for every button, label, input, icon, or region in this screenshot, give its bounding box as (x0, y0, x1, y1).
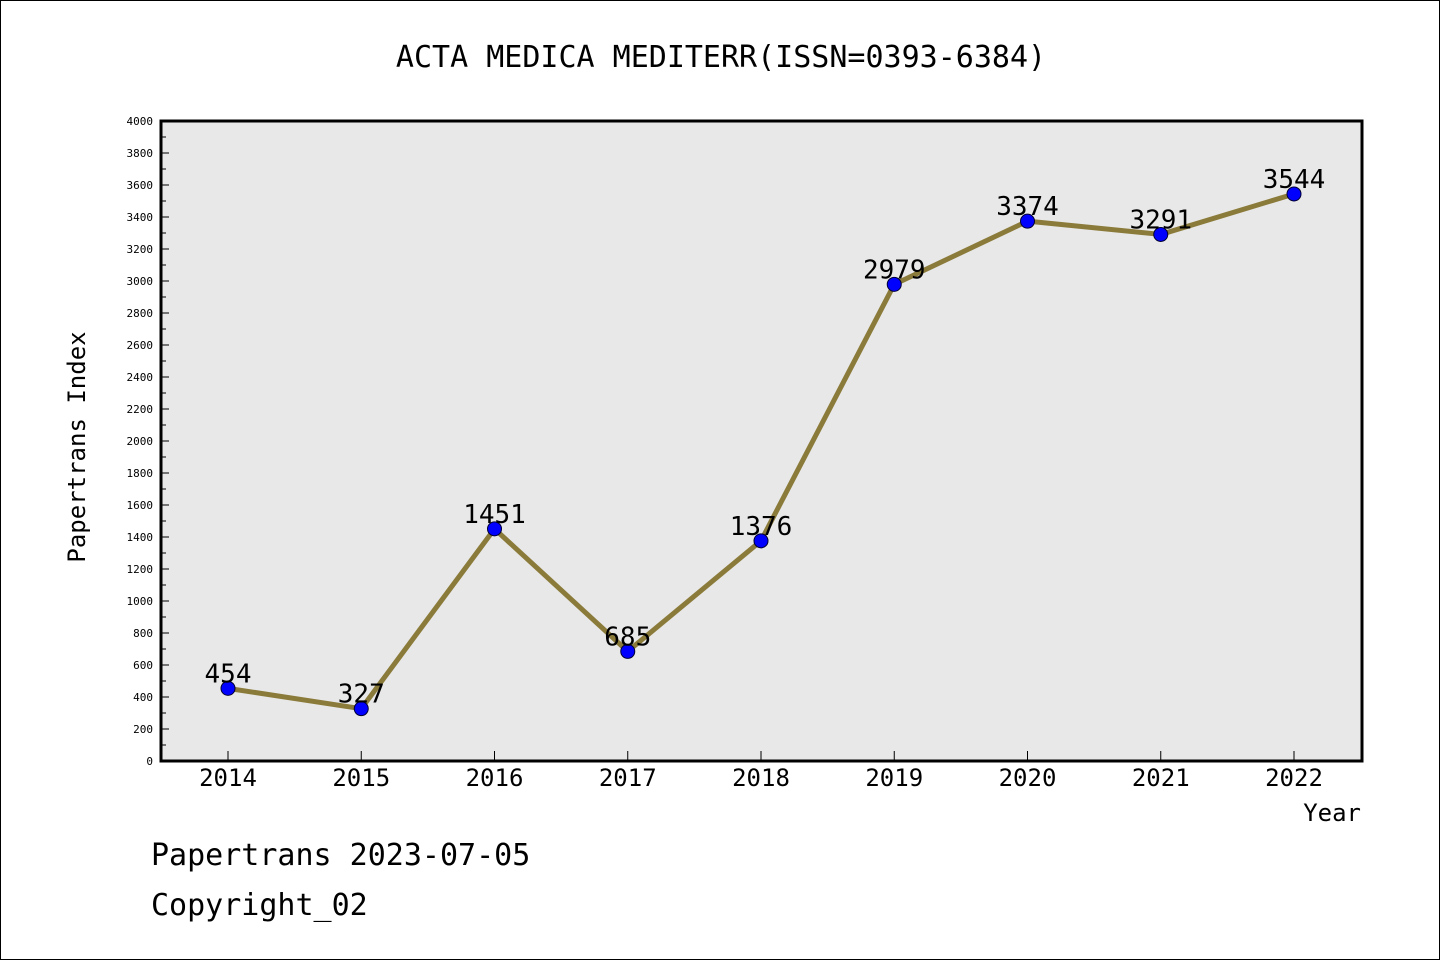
data-label: 2979 (863, 255, 926, 285)
y-tick-label: 2600 (127, 339, 154, 352)
data-label: 3291 (1129, 205, 1192, 235)
data-labels: 454 327 1451 685 1376 2979 3374 3291 3544 (205, 165, 1326, 710)
y-tick-label: 200 (133, 723, 153, 736)
y-tick-label: 1200 (127, 563, 154, 576)
data-label: 1451 (463, 500, 526, 530)
data-point (353, 701, 369, 717)
x-axis: 2014 2015 2016 2017 2018 2019 2020 2021 2022 (199, 751, 1323, 792)
y-tick-label: 4000 (127, 115, 154, 128)
y-tick-label: 3400 (127, 211, 154, 224)
y-tick-label: 2800 (127, 307, 154, 320)
y-tick-label: 600 (133, 659, 153, 672)
x-tick-label: 2015 (332, 764, 390, 792)
data-point (620, 643, 636, 659)
y-tick-label: 1000 (127, 595, 154, 608)
data-point (1153, 226, 1169, 242)
x-tick-label: 2019 (865, 764, 923, 792)
data-label: 1376 (730, 512, 793, 542)
x-axis-label: Year (1303, 799, 1361, 827)
y-tick-label: 3600 (127, 179, 154, 192)
y-tick-label: 800 (133, 627, 153, 640)
data-point (487, 521, 502, 537)
series-layer (220, 186, 1302, 717)
y-axis: 0 200 400 600 800 1000 1200 1400 1600 1800 2000 220… (127, 115, 169, 768)
x-tick-label: 2021 (1132, 764, 1190, 792)
y-tick-label: 3800 (127, 147, 154, 160)
chart-title: ACTA MEDICA MEDITERR(ISSN=0393-6384) (396, 40, 1046, 75)
y-tick-label: 2000 (127, 435, 154, 448)
y-tick-label: 2400 (127, 371, 154, 384)
data-label: 327 (338, 680, 385, 710)
y-tick-label: 2200 (127, 403, 154, 416)
x-tick-label: 2020 (999, 764, 1057, 792)
y-tick-label: 3000 (127, 275, 154, 288)
x-tick-label: 2022 (1265, 764, 1323, 792)
y-tick-label: 1800 (127, 467, 154, 480)
y-tick-label: 1600 (127, 499, 154, 512)
data-point (1020, 213, 1035, 229)
x-tick-label: 2016 (466, 764, 524, 792)
x-tick-label: 2018 (732, 764, 790, 792)
data-label: 3374 (996, 192, 1059, 222)
y-tick-label: 400 (133, 691, 153, 704)
data-label: 685 (604, 622, 651, 652)
data-label: 454 (205, 659, 252, 689)
y-axis-label: Papertrans Index (63, 331, 91, 562)
footer-date: Papertrans 2023-07-05 (151, 838, 530, 873)
y-tick-label: 3200 (127, 243, 154, 256)
data-point (1286, 186, 1302, 202)
y-tick-label: 1400 (127, 531, 154, 544)
y-tick-label: 0 (146, 755, 153, 768)
data-point (753, 533, 769, 549)
footer-copyright: Copyright_02 (151, 888, 368, 923)
x-tick-label: 2014 (199, 764, 257, 792)
data-point (886, 276, 902, 292)
data-point (220, 680, 236, 696)
x-tick-label: 2017 (599, 764, 657, 792)
data-label: 3544 (1263, 165, 1326, 195)
